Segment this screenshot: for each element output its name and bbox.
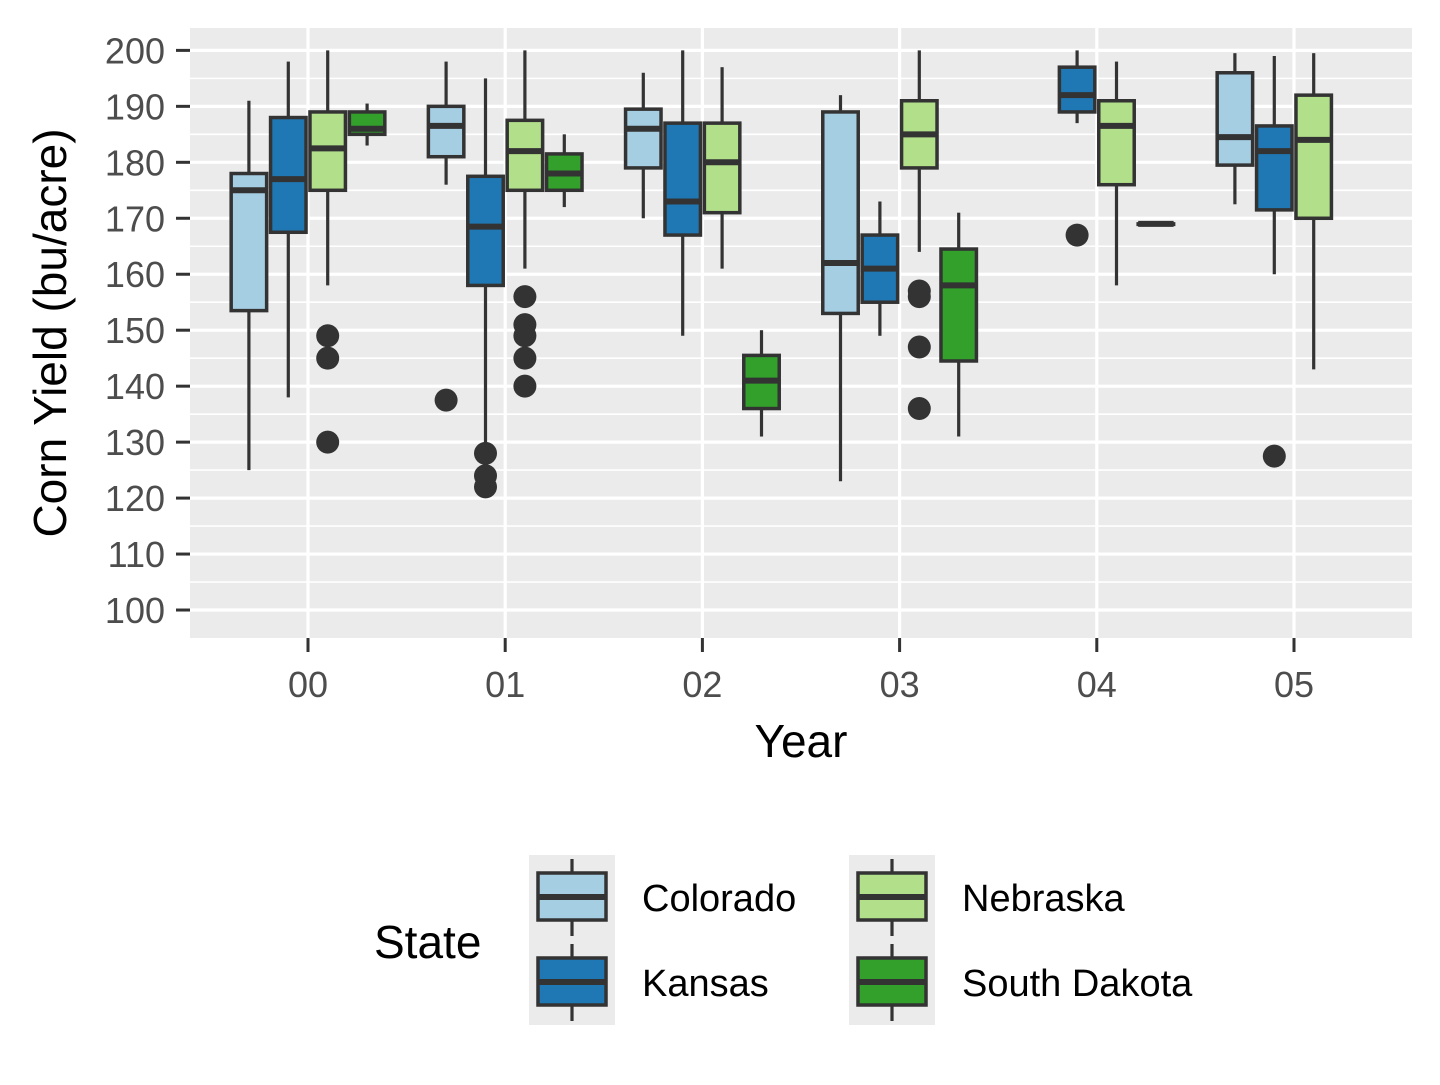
outlier-point [474, 475, 497, 499]
box-iqr [1254, 124, 1294, 212]
outlier-point [513, 374, 537, 398]
y-tick-label: 110 [108, 534, 165, 575]
box-south-dakota-04 [1136, 220, 1176, 227]
y-tick-label: 130 [105, 422, 165, 463]
box-nebraska-01 [505, 50, 545, 398]
box-colorado-01 [426, 61, 466, 412]
outlier-point [316, 346, 340, 370]
box-colorado-03 [821, 95, 860, 482]
y-tick-label: 100 [105, 590, 165, 631]
box-south-dakota-02 [742, 330, 781, 437]
box-south-dakota-00 [347, 103, 387, 146]
legend-label: Kansas [642, 963, 769, 1005]
box-colorado-00 [229, 100, 269, 471]
x-axis: 00 01 02 03 04 05 [288, 638, 1314, 705]
box-kansas-04 [1057, 50, 1097, 247]
box-kansas-05 [1254, 55, 1294, 468]
y-tick-label: 200 [105, 30, 165, 71]
box-nebraska-00 [308, 50, 348, 454]
box-iqr [939, 247, 979, 363]
legend-label: South Dakota [962, 963, 1193, 1005]
y-tick-label: 170 [105, 198, 165, 239]
y-tick-label: 190 [105, 86, 165, 127]
y-axis-title: Corn Yield (bu/acre) [24, 128, 76, 537]
x-tick-label: 04 [1077, 664, 1117, 705]
legend-label: Colorado [642, 878, 796, 920]
outlier-point [513, 346, 537, 370]
box-iqr [702, 121, 742, 215]
box-nebraska-02 [702, 67, 742, 269]
grid-minor [190, 77, 1412, 583]
legend-title: State [374, 916, 481, 968]
box-iqr [1294, 93, 1334, 221]
grid-major [190, 28, 1412, 638]
outlier-point [513, 324, 537, 348]
box-iqr [505, 118, 545, 193]
outlier-point [1262, 444, 1286, 468]
outlier-point [316, 324, 340, 348]
box-south-dakota-01 [544, 134, 584, 208]
plot-panel [190, 28, 1412, 638]
box-nebraska-04 [1097, 61, 1136, 286]
x-tick-label: 03 [880, 664, 920, 705]
box-kansas-02 [663, 50, 703, 336]
y-tick-label: 140 [105, 366, 165, 407]
y-tick-label: 160 [105, 254, 165, 295]
box-iqr [1097, 99, 1136, 187]
legend: State Colorado Kansas Nebraska South Dakota [374, 855, 1193, 1025]
outlier-point [316, 430, 340, 454]
box-iqr [663, 121, 703, 237]
legend-item-colorado: Colorado [529, 855, 796, 940]
outlier-point [434, 388, 458, 412]
box-iqr [1215, 71, 1255, 167]
y-tick-label: 120 [105, 478, 165, 519]
outlier-point [513, 285, 537, 309]
box-iqr [821, 110, 860, 316]
legend-item-nebraska: Nebraska [849, 855, 1125, 940]
x-tick-label: 02 [682, 664, 722, 705]
box-iqr [268, 115, 308, 235]
box-iqr [466, 174, 505, 288]
legend-item-kansas: Kansas [529, 940, 769, 1025]
box-iqr [426, 104, 466, 159]
box-kansas-01 [466, 78, 505, 499]
outlier-point [907, 335, 931, 359]
box-iqr [229, 171, 269, 313]
box-nebraska-05 [1294, 53, 1334, 370]
box-nebraska-03 [899, 50, 939, 421]
outlier-point [907, 397, 931, 421]
box-kansas-03 [860, 201, 900, 336]
legend-label: Nebraska [962, 878, 1125, 920]
y-tick-label: 150 [105, 310, 165, 351]
x-tick-label: 05 [1274, 664, 1314, 705]
x-axis-title: Year [755, 715, 848, 767]
outlier-point [907, 285, 931, 309]
box-colorado-05 [1215, 53, 1255, 205]
box-colorado-02 [623, 72, 663, 219]
x-tick-label: 00 [288, 664, 328, 705]
outlier-point [1065, 223, 1089, 247]
legend-item-south-dakota: South Dakota [849, 940, 1193, 1025]
box-kansas-00 [268, 61, 308, 398]
y-tick-label: 180 [105, 142, 165, 183]
box-iqr [1057, 65, 1097, 114]
x-tick-label: 01 [485, 664, 525, 705]
outlier-point [474, 441, 497, 465]
y-axis: 100 110 120 130 140 150 160 170 180 190 200 [105, 30, 190, 631]
box-layer [229, 50, 1334, 499]
box-south-dakota-03 [939, 212, 979, 437]
box-iqr [623, 107, 663, 170]
